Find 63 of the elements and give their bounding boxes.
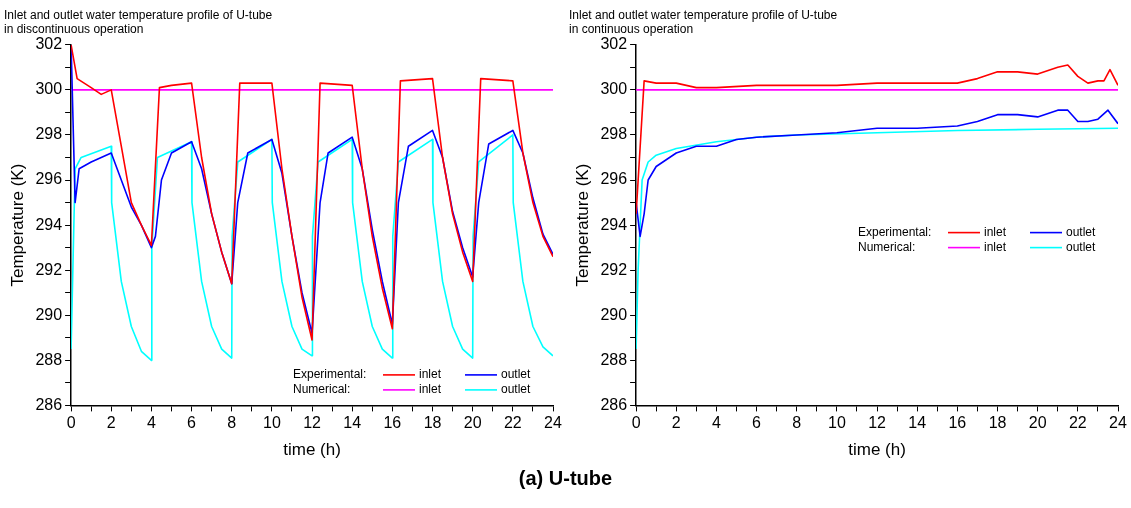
y-tick-label: 298	[35, 125, 63, 143]
y-tick-label: 302	[600, 35, 628, 53]
x-axis-title: time (h)	[283, 440, 341, 460]
y-tick-label: 288	[35, 350, 63, 368]
x-tick-label: 12	[868, 414, 887, 432]
y-axis-title: Temperature (K)	[572, 163, 592, 287]
x-tick-label: 20	[1028, 414, 1047, 432]
x-tick-label: 6	[752, 414, 762, 432]
y-tick-label: 292	[600, 260, 628, 278]
y-tick-label: 302	[35, 35, 63, 53]
x-tick-label: 8	[792, 414, 802, 432]
legend-label: outlet	[501, 367, 532, 382]
x-tick-label: 0	[631, 414, 641, 432]
legend-label: outlet	[1066, 224, 1097, 239]
x-tick-label: 0	[66, 414, 76, 432]
x-tick-label: 18	[988, 414, 1007, 432]
x-tick-label: 18	[423, 414, 442, 432]
x-tick-label: 24	[544, 414, 562, 432]
y-tick-label: 288	[600, 350, 628, 368]
x-tick-label: 10	[827, 414, 846, 432]
legend-label: inlet	[419, 367, 442, 382]
x-tick-label: 22	[1068, 414, 1087, 432]
caption: (a) U-tube	[517, 467, 614, 490]
y-tick-label: 286	[35, 395, 63, 413]
chart-title: Inlet and outlet water temperature profile of U-tube in continuous operation	[569, 7, 838, 36]
x-tick-label: 2	[671, 414, 681, 432]
chart-title: Inlet and outlet water temperature profile of U-tube in discontinuous operation	[4, 7, 273, 36]
x-tick-label: 4	[711, 414, 721, 432]
x-tick-label: 14	[908, 414, 927, 432]
y-tick-label: 290	[35, 305, 63, 323]
y-tick-label: 298	[600, 125, 628, 143]
y-tick-label: 296	[600, 170, 628, 188]
x-tick-label: 2	[106, 414, 116, 432]
x-tick-label: 10	[262, 414, 281, 432]
x-tick-label: 16	[383, 414, 402, 432]
annotation: Experimental:	[858, 224, 932, 239]
x-tick-label: 12	[303, 414, 322, 432]
x-tick-label: 20	[463, 414, 482, 432]
x-tick-label: 16	[948, 414, 967, 432]
legend-label: inlet	[419, 382, 442, 397]
y-tick-label: 292	[35, 260, 63, 278]
legend-label: inlet	[984, 224, 1007, 239]
x-tick-label: 4	[146, 414, 156, 432]
y-tick-label: 290	[600, 305, 628, 323]
x-tick-label: 8	[227, 414, 237, 432]
x-tick-label: 14	[343, 414, 362, 432]
y-tick-label: 300	[600, 80, 628, 98]
y-tick-label: 300	[35, 80, 63, 98]
y-tick-label: 294	[35, 215, 63, 233]
annotation: Numerical:	[293, 382, 351, 397]
annotation: Experimental:	[293, 367, 367, 382]
legend-label: outlet	[1066, 239, 1097, 254]
legend-label: outlet	[501, 382, 532, 397]
x-tick-label: 24	[1109, 414, 1127, 432]
x-tick-label: 6	[187, 414, 197, 432]
y-tick-label: 296	[35, 170, 63, 188]
x-tick-label: 22	[503, 414, 522, 432]
y-tick-label: 294	[600, 215, 628, 233]
annotation: Numerical:	[858, 239, 916, 254]
x-axis-title: time (h)	[848, 440, 906, 460]
y-tick-label: 286	[600, 395, 628, 413]
y-axis-title: Temperature (K)	[7, 163, 27, 287]
legend-label: inlet	[984, 239, 1007, 254]
